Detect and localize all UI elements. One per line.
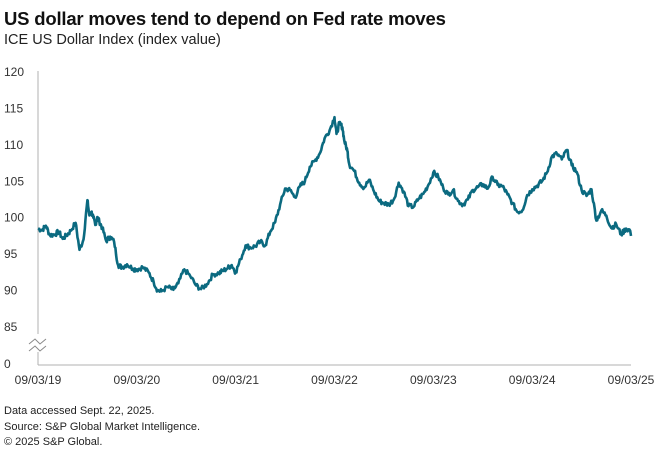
x-tick-label: 09/03/23 bbox=[410, 373, 457, 387]
x-tick-label: 09/03/19 bbox=[15, 373, 62, 387]
x-axis-ticks: 09/03/19 09/03/20 09/03/21 09/03/22 09/03/23… bbox=[15, 373, 655, 387]
series-line-dollar-index bbox=[37, 115, 633, 293]
y-axis-ticks: 0 85 90 95 100 105 110 115 120 bbox=[4, 65, 24, 371]
x-tick-label: 09/03/22 bbox=[311, 373, 358, 387]
y-tick-label: 90 bbox=[4, 284, 18, 298]
x-tick-label: 09/03/25 bbox=[608, 373, 655, 387]
y-tick-label: 100 bbox=[4, 211, 24, 225]
source-note: Source: S&P Global Market Intelligence. bbox=[4, 420, 201, 433]
y-tick-label: 95 bbox=[4, 247, 18, 261]
x-tick-label: 09/03/21 bbox=[212, 373, 259, 387]
y-tick-label: 105 bbox=[4, 174, 24, 188]
y-tick-label: 120 bbox=[4, 65, 24, 79]
chart-footer: Data accessed Sept. 22, 2025. Source: S&… bbox=[4, 404, 200, 451]
axis-break-icon bbox=[28, 338, 47, 352]
y-tick-label: 110 bbox=[4, 138, 23, 152]
y-tick-label: 0 bbox=[4, 357, 11, 371]
copyright-note: © 2025 S&P Global. bbox=[4, 436, 103, 448]
data-accessed-note: Data accessed Sept. 22, 2025. bbox=[4, 405, 155, 417]
y-tick-label: 85 bbox=[4, 320, 18, 334]
x-tick-label: 09/03/20 bbox=[113, 373, 160, 387]
x-tick-label: 09/03/24 bbox=[509, 373, 556, 387]
y-tick-label: 115 bbox=[4, 101, 23, 115]
chart-subtitle: ICE US Dollar Index (index value) bbox=[4, 32, 221, 48]
chart-title: US dollar moves tend to depend on Fed ra… bbox=[4, 8, 446, 29]
